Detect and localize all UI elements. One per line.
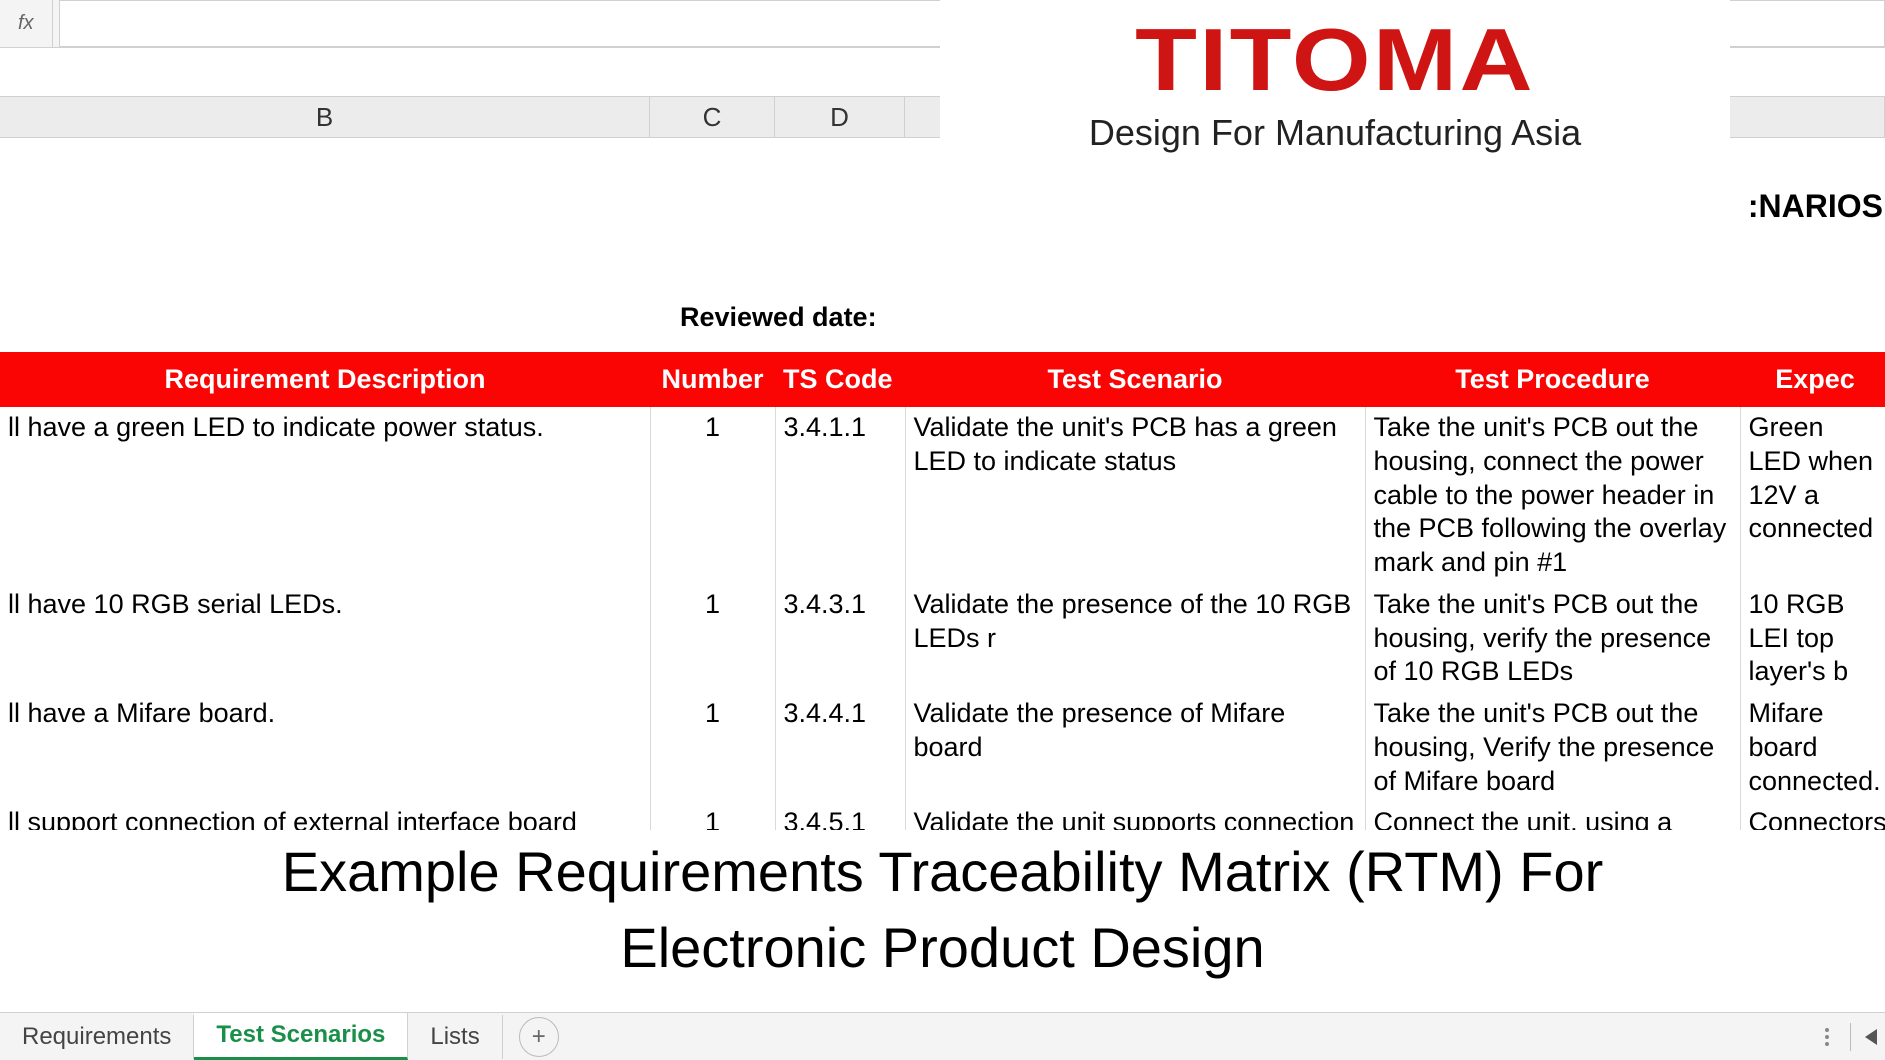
cell-expected[interactable]: Green LED when 12V a connected [1740, 407, 1885, 584]
logo-brand: TITOMA [881, 0, 1790, 106]
col-number[interactable]: Number [650, 352, 775, 407]
col-expected[interactable]: Expec [1740, 352, 1885, 407]
sheet-tabs: Requirements Test Scenarios Lists + [0, 1012, 1885, 1060]
col-req-desc[interactable]: Requirement Description [0, 352, 650, 407]
tabs-right-controls [1818, 1023, 1885, 1051]
logo-tagline: Design For Manufacturing Asia [940, 112, 1730, 154]
cell-req-desc[interactable]: ll have 10 RGB serial LEDs. [0, 584, 650, 693]
fx-label: fx [0, 0, 53, 47]
cell-test-scenario[interactable]: Validate the presence of Mifare board [905, 693, 1365, 802]
add-sheet-button[interactable]: + [519, 1017, 559, 1057]
table-row[interactable]: ll have 10 RGB serial LEDs. 1 3.4.3.1 Va… [0, 584, 1885, 693]
slide-title-line2: Electronic Product Design [0, 910, 1885, 986]
cell-ts-code[interactable]: 3.4.4.1 [775, 693, 905, 802]
cell-number[interactable]: 1 [650, 407, 775, 584]
table-row[interactable]: ll have a Mifare board. 1 3.4.4.1 Valida… [0, 693, 1885, 802]
col-header-b[interactable]: B [0, 97, 650, 137]
scenarios-heading-fragment: :NARIOS [1748, 188, 1885, 225]
scroll-left-icon[interactable] [1865, 1029, 1877, 1045]
cell-ts-code[interactable]: 3.4.1.1 [775, 407, 905, 584]
sheet-tab-test-scenarios[interactable]: Test Scenarios [194, 1013, 408, 1060]
formula-input[interactable] [60, 1, 316, 46]
slide-title: Example Requirements Traceability Matrix… [0, 830, 1885, 1015]
sheet-tab-lists[interactable]: Lists [408, 1015, 502, 1059]
cell-req-desc[interactable]: ll have a Mifare board. [0, 693, 650, 802]
col-test-procedure[interactable]: Test Procedure [1365, 352, 1740, 407]
separator [1850, 1023, 1851, 1051]
col-test-scenario[interactable]: Test Scenario [905, 352, 1365, 407]
cell-test-procedure[interactable]: Take the unit's PCB out the housing, Ver… [1365, 693, 1740, 802]
cell-number[interactable]: 1 [650, 584, 775, 693]
reviewed-date-label: Reviewed date: [680, 302, 877, 333]
logo-panel: TITOMA Design For Manufacturing Asia [940, 0, 1730, 210]
table-row[interactable]: ll have a green LED to indicate power st… [0, 407, 1885, 584]
col-header-c[interactable]: C [650, 97, 775, 137]
cell-test-procedure[interactable]: Take the unit's PCB out the housing, ver… [1365, 584, 1740, 693]
slide-title-line1: Example Requirements Traceability Matrix… [0, 834, 1885, 910]
cell-expected[interactable]: 10 RGB LEI top layer's b [1740, 584, 1885, 693]
plus-icon: + [532, 1023, 546, 1051]
cell-test-procedure[interactable]: Take the unit's PCB out the housing, con… [1365, 407, 1740, 584]
rtm-header-row: Requirement Description Number TS Code T… [0, 352, 1885, 407]
rtm-table: Requirement Description Number TS Code T… [0, 352, 1885, 878]
cell-ts-code[interactable]: 3.4.3.1 [775, 584, 905, 693]
cell-test-scenario[interactable]: Validate the unit's PCB has a green LED … [905, 407, 1365, 584]
cell-req-desc[interactable]: ll have a green LED to indicate power st… [0, 407, 650, 584]
cell-number[interactable]: 1 [650, 693, 775, 802]
cell-expected[interactable]: Mifare board connected. [1740, 693, 1885, 802]
sheet-tab-requirements[interactable]: Requirements [0, 1015, 194, 1059]
cell-test-scenario[interactable]: Validate the presence of the 10 RGB LEDs… [905, 584, 1365, 693]
col-ts-code[interactable]: TS Code [775, 352, 905, 407]
more-icon[interactable] [1818, 1028, 1836, 1046]
